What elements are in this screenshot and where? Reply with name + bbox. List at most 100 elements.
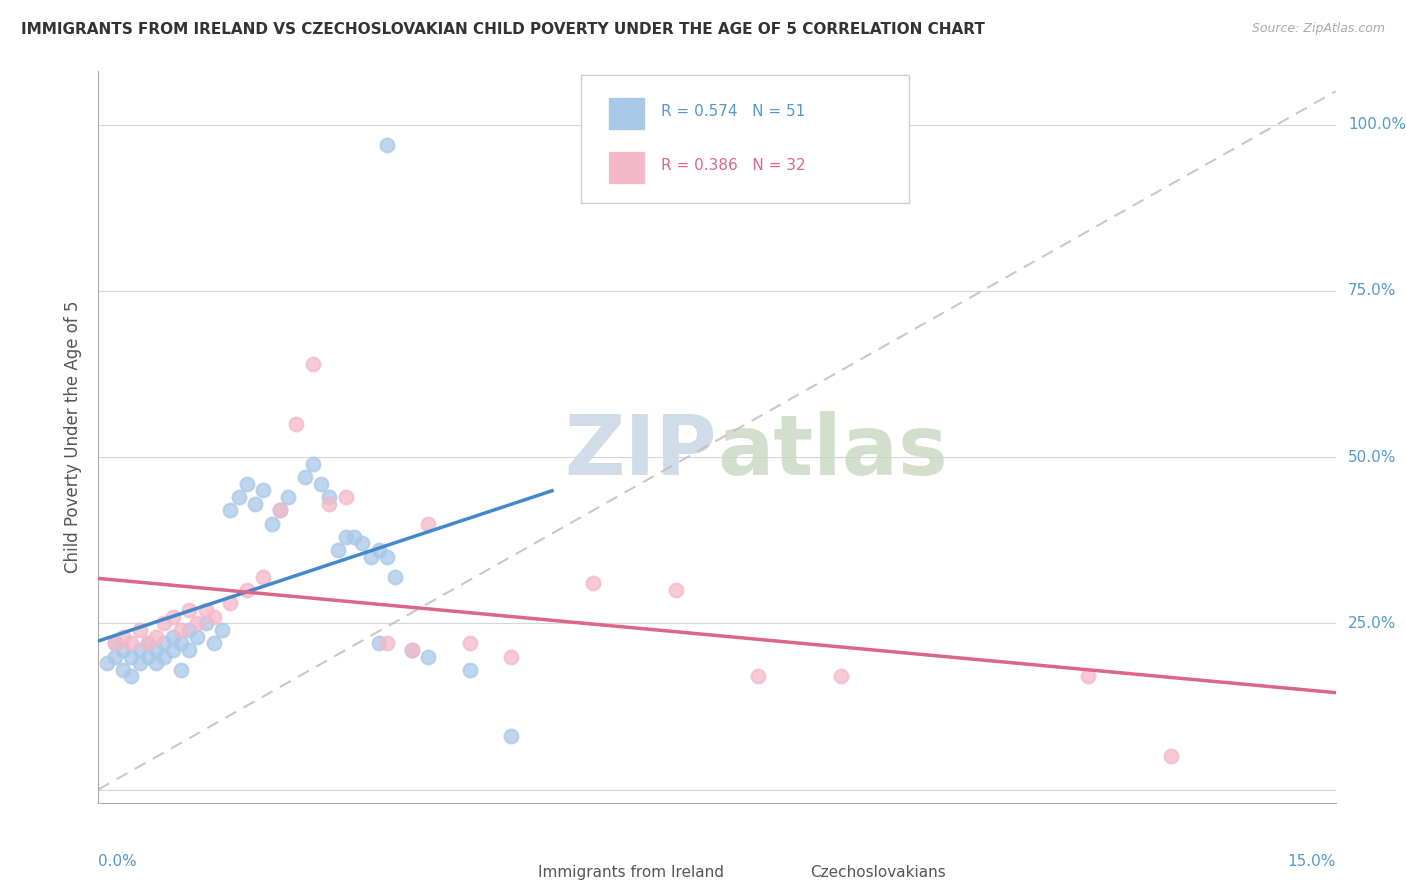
Point [145, 656, 167, 670]
Point [499, 729, 522, 743]
Text: 0.0%: 0.0% [98, 854, 138, 869]
Point [252, 570, 274, 584]
Point [367, 543, 389, 558]
Point [277, 490, 299, 504]
Point [1160, 749, 1182, 764]
Text: R = 0.386   N = 32: R = 0.386 N = 32 [661, 158, 806, 173]
Point [179, 603, 201, 617]
Point [112, 643, 135, 657]
Text: 50.0%: 50.0% [1348, 450, 1396, 465]
Point [202, 636, 225, 650]
Point [375, 137, 398, 152]
Point [120, 636, 142, 650]
Point [309, 476, 332, 491]
Point [179, 643, 201, 657]
Point [170, 663, 193, 677]
Point [162, 609, 184, 624]
Point [285, 417, 308, 431]
Point [252, 483, 274, 498]
Point [145, 630, 167, 644]
Point [96, 656, 118, 670]
Point [120, 649, 142, 664]
Point [170, 623, 193, 637]
Point [401, 643, 423, 657]
Point [194, 616, 217, 631]
Point [582, 576, 605, 591]
Text: atlas: atlas [717, 411, 948, 492]
Point [236, 582, 259, 597]
Point [153, 616, 176, 631]
Point [128, 623, 150, 637]
Point [375, 636, 398, 650]
Point [318, 497, 340, 511]
Point [302, 357, 325, 371]
Text: ZIP: ZIP [565, 411, 717, 492]
Point [302, 457, 325, 471]
Point [352, 536, 374, 550]
Point [202, 609, 225, 624]
Point [128, 656, 150, 670]
Point [228, 490, 250, 504]
Point [128, 643, 150, 657]
Point [112, 663, 135, 677]
Point [194, 603, 217, 617]
Text: 100.0%: 100.0% [1348, 117, 1406, 132]
Text: IMMIGRANTS FROM IRELAND VS CZECHOSLOVAKIAN CHILD POVERTY UNDER THE AGE OF 5 CORR: IMMIGRANTS FROM IRELAND VS CZECHOSLOVAKI… [21, 22, 986, 37]
Point [120, 669, 142, 683]
Point [360, 549, 382, 564]
Point [162, 643, 184, 657]
Point [136, 636, 159, 650]
Text: 75.0%: 75.0% [1348, 284, 1396, 298]
Point [326, 543, 349, 558]
Point [211, 623, 233, 637]
Point [418, 516, 440, 531]
Point [458, 636, 481, 650]
Point [318, 490, 340, 504]
Y-axis label: Child Poverty Under the Age of 5: Child Poverty Under the Age of 5 [65, 301, 83, 574]
Point [294, 470, 316, 484]
Point [269, 503, 291, 517]
Point [112, 630, 135, 644]
Bar [775, 841, 803, 862]
Point [219, 503, 242, 517]
Point [335, 490, 357, 504]
FancyBboxPatch shape [581, 75, 908, 203]
Text: 15.0%: 15.0% [1288, 854, 1336, 869]
Point [1077, 669, 1099, 683]
Point [104, 636, 127, 650]
Point [830, 669, 852, 683]
Point [384, 570, 406, 584]
Point [153, 636, 176, 650]
Point [170, 636, 193, 650]
Point [335, 530, 357, 544]
Point [186, 630, 208, 644]
Text: Czechoslovakians: Czechoslovakians [810, 865, 946, 880]
Point [104, 649, 127, 664]
Point [162, 630, 184, 644]
Point [367, 636, 389, 650]
Point [401, 643, 423, 657]
Point [260, 516, 283, 531]
Text: Immigrants from Ireland: Immigrants from Ireland [537, 865, 724, 880]
Point [747, 669, 769, 683]
Point [343, 530, 366, 544]
Point [418, 649, 440, 664]
Text: 25.0%: 25.0% [1348, 615, 1396, 631]
Bar [501, 841, 527, 862]
Point [186, 616, 208, 631]
Point [136, 636, 159, 650]
Bar [609, 97, 645, 130]
Point [458, 663, 481, 677]
Point [145, 643, 167, 657]
Point [104, 636, 127, 650]
Bar [609, 152, 645, 185]
Text: R = 0.574   N = 51: R = 0.574 N = 51 [661, 103, 806, 119]
Point [269, 503, 291, 517]
Point [236, 476, 259, 491]
Point [375, 549, 398, 564]
Point [219, 596, 242, 610]
Point [179, 623, 201, 637]
Text: Source: ZipAtlas.com: Source: ZipAtlas.com [1251, 22, 1385, 36]
Point [136, 649, 159, 664]
Point [153, 649, 176, 664]
